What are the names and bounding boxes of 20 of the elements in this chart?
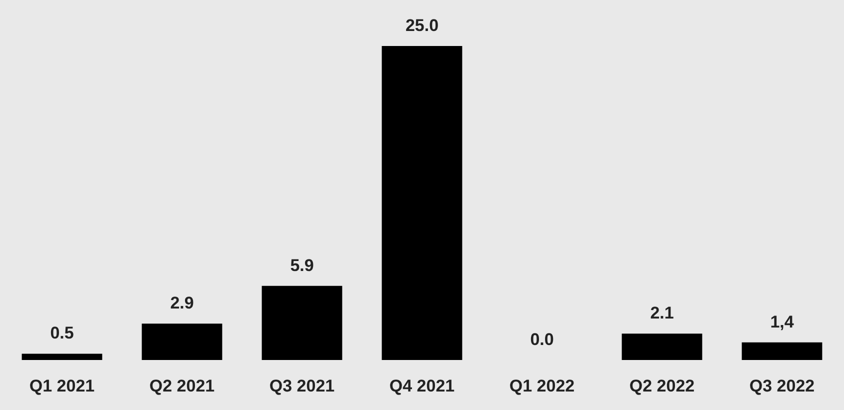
data-label: 1,4 — [770, 312, 794, 332]
data-label: 2.1 — [650, 304, 674, 323]
x-tick-label: Q2 2021 — [149, 376, 215, 396]
data-label: 0.0 — [530, 330, 554, 349]
bar — [262, 286, 342, 360]
x-tick-label: Q1 2021 — [29, 376, 95, 396]
bar — [142, 324, 222, 360]
x-tick-label: Q3 2022 — [749, 376, 815, 396]
data-label: 2.9 — [170, 294, 194, 313]
data-label: 25.0 — [405, 16, 439, 35]
bar — [22, 354, 102, 360]
x-tick-label: Q2 2022 — [629, 376, 695, 396]
bar — [742, 342, 822, 360]
data-label: 5.9 — [290, 256, 314, 275]
x-tick-label: Q1 2022 — [509, 376, 575, 396]
x-tick-label: Q4 2021 — [389, 376, 455, 396]
x-tick-label: Q3 2021 — [269, 376, 335, 396]
bar — [622, 334, 702, 360]
data-label: 0.5 — [50, 324, 74, 343]
bar — [382, 46, 462, 360]
